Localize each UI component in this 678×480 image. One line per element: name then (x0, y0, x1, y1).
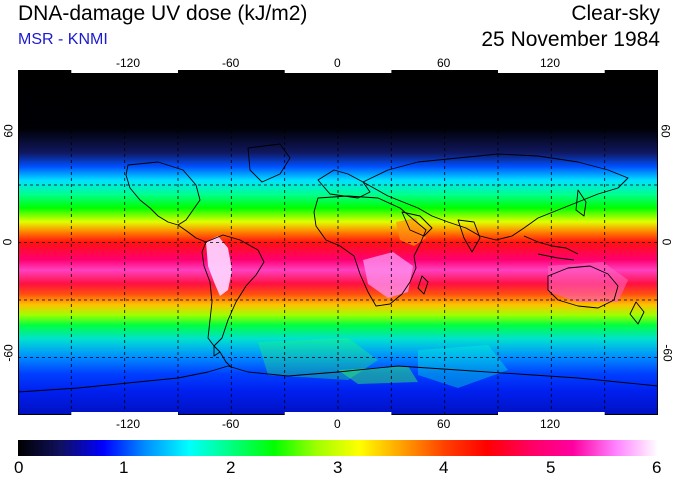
color-scale-label: 2 (226, 458, 236, 477)
color-scale-label: 4 (439, 458, 449, 477)
top-lon-tick: -60 (222, 56, 240, 70)
color-scale-label: 1 (119, 458, 129, 477)
ruler-bottom-segment (498, 412, 605, 415)
source-label: MSR - KNMI (18, 31, 108, 48)
australia-coast (547, 265, 619, 309)
indian-ocean-cyan-region (418, 345, 508, 388)
new-zealand-coast (629, 301, 645, 325)
ruler-top-segment (498, 70, 605, 73)
europe-coast (317, 169, 371, 199)
arabia-orange-region (396, 218, 426, 246)
graticule (18, 70, 658, 415)
bottom-lon-tick: 60 (437, 417, 451, 431)
date-label: 25 November 1984 (481, 28, 660, 51)
ruler-top-segment (71, 70, 178, 73)
color-scale-label: 5 (546, 458, 556, 477)
bottom-lon-tick: 120 (540, 417, 561, 431)
bottom-lon-tick: -120 (116, 417, 141, 431)
coastlines (18, 143, 658, 393)
tierra-del-fuego-coast (213, 345, 221, 357)
color-scale-label: 6 (652, 458, 662, 477)
antarctic-peninsula-coast (219, 351, 233, 369)
sky-condition-label: Clear-sky (571, 2, 660, 25)
left-lat-tick: -60 (1, 344, 16, 362)
ruler-bottom-segment (284, 412, 392, 415)
madagascar-coast (417, 275, 429, 295)
chart-title: DNA-damage UV dose (kJ/m2) (18, 2, 308, 25)
ruler-bottom-segment (71, 412, 178, 415)
color-scale-label: 3 (333, 458, 343, 477)
right-lat-tick: 60 (658, 124, 673, 138)
color-scale-fill (18, 440, 658, 456)
ruler-top-segment (284, 70, 392, 73)
antarctica-coast (18, 365, 658, 393)
central-america-coast (177, 224, 207, 243)
right-lat-tick: 0 (659, 238, 674, 246)
andes-high-dose-region (206, 236, 232, 296)
bottom-lon-tick: 0 (334, 417, 341, 431)
japan-coast (575, 189, 587, 217)
uv-dose-world-map (18, 70, 658, 415)
top-lon-tick: 120 (540, 56, 561, 70)
top-lon-tick: -120 (116, 56, 141, 70)
southern-africa-high-dose-region (363, 252, 413, 298)
bottom-lon-tick: -60 (222, 417, 240, 431)
edge-ruler (71, 70, 605, 415)
asia-coast (362, 153, 629, 241)
left-lat-tick: 0 (0, 238, 15, 246)
south-atlantic-green-region (258, 338, 378, 380)
southeast-asia-islands (523, 235, 579, 261)
top-lon-tick: 60 (437, 56, 451, 70)
india-coast (457, 219, 481, 253)
arabia-coast (401, 211, 433, 237)
left-lat-tick: 60 (1, 124, 16, 138)
color-scale-bar (18, 440, 658, 456)
color-scale-label: 0 (14, 458, 24, 477)
top-lon-tick: 0 (334, 56, 341, 70)
africa-coast (313, 195, 427, 307)
australia-high-dose-region (548, 262, 628, 302)
south-america-coast (201, 234, 265, 347)
right-lat-tick: -60 (660, 344, 675, 362)
greenland-coast (247, 143, 291, 183)
antarctic-green-patch (338, 366, 418, 384)
